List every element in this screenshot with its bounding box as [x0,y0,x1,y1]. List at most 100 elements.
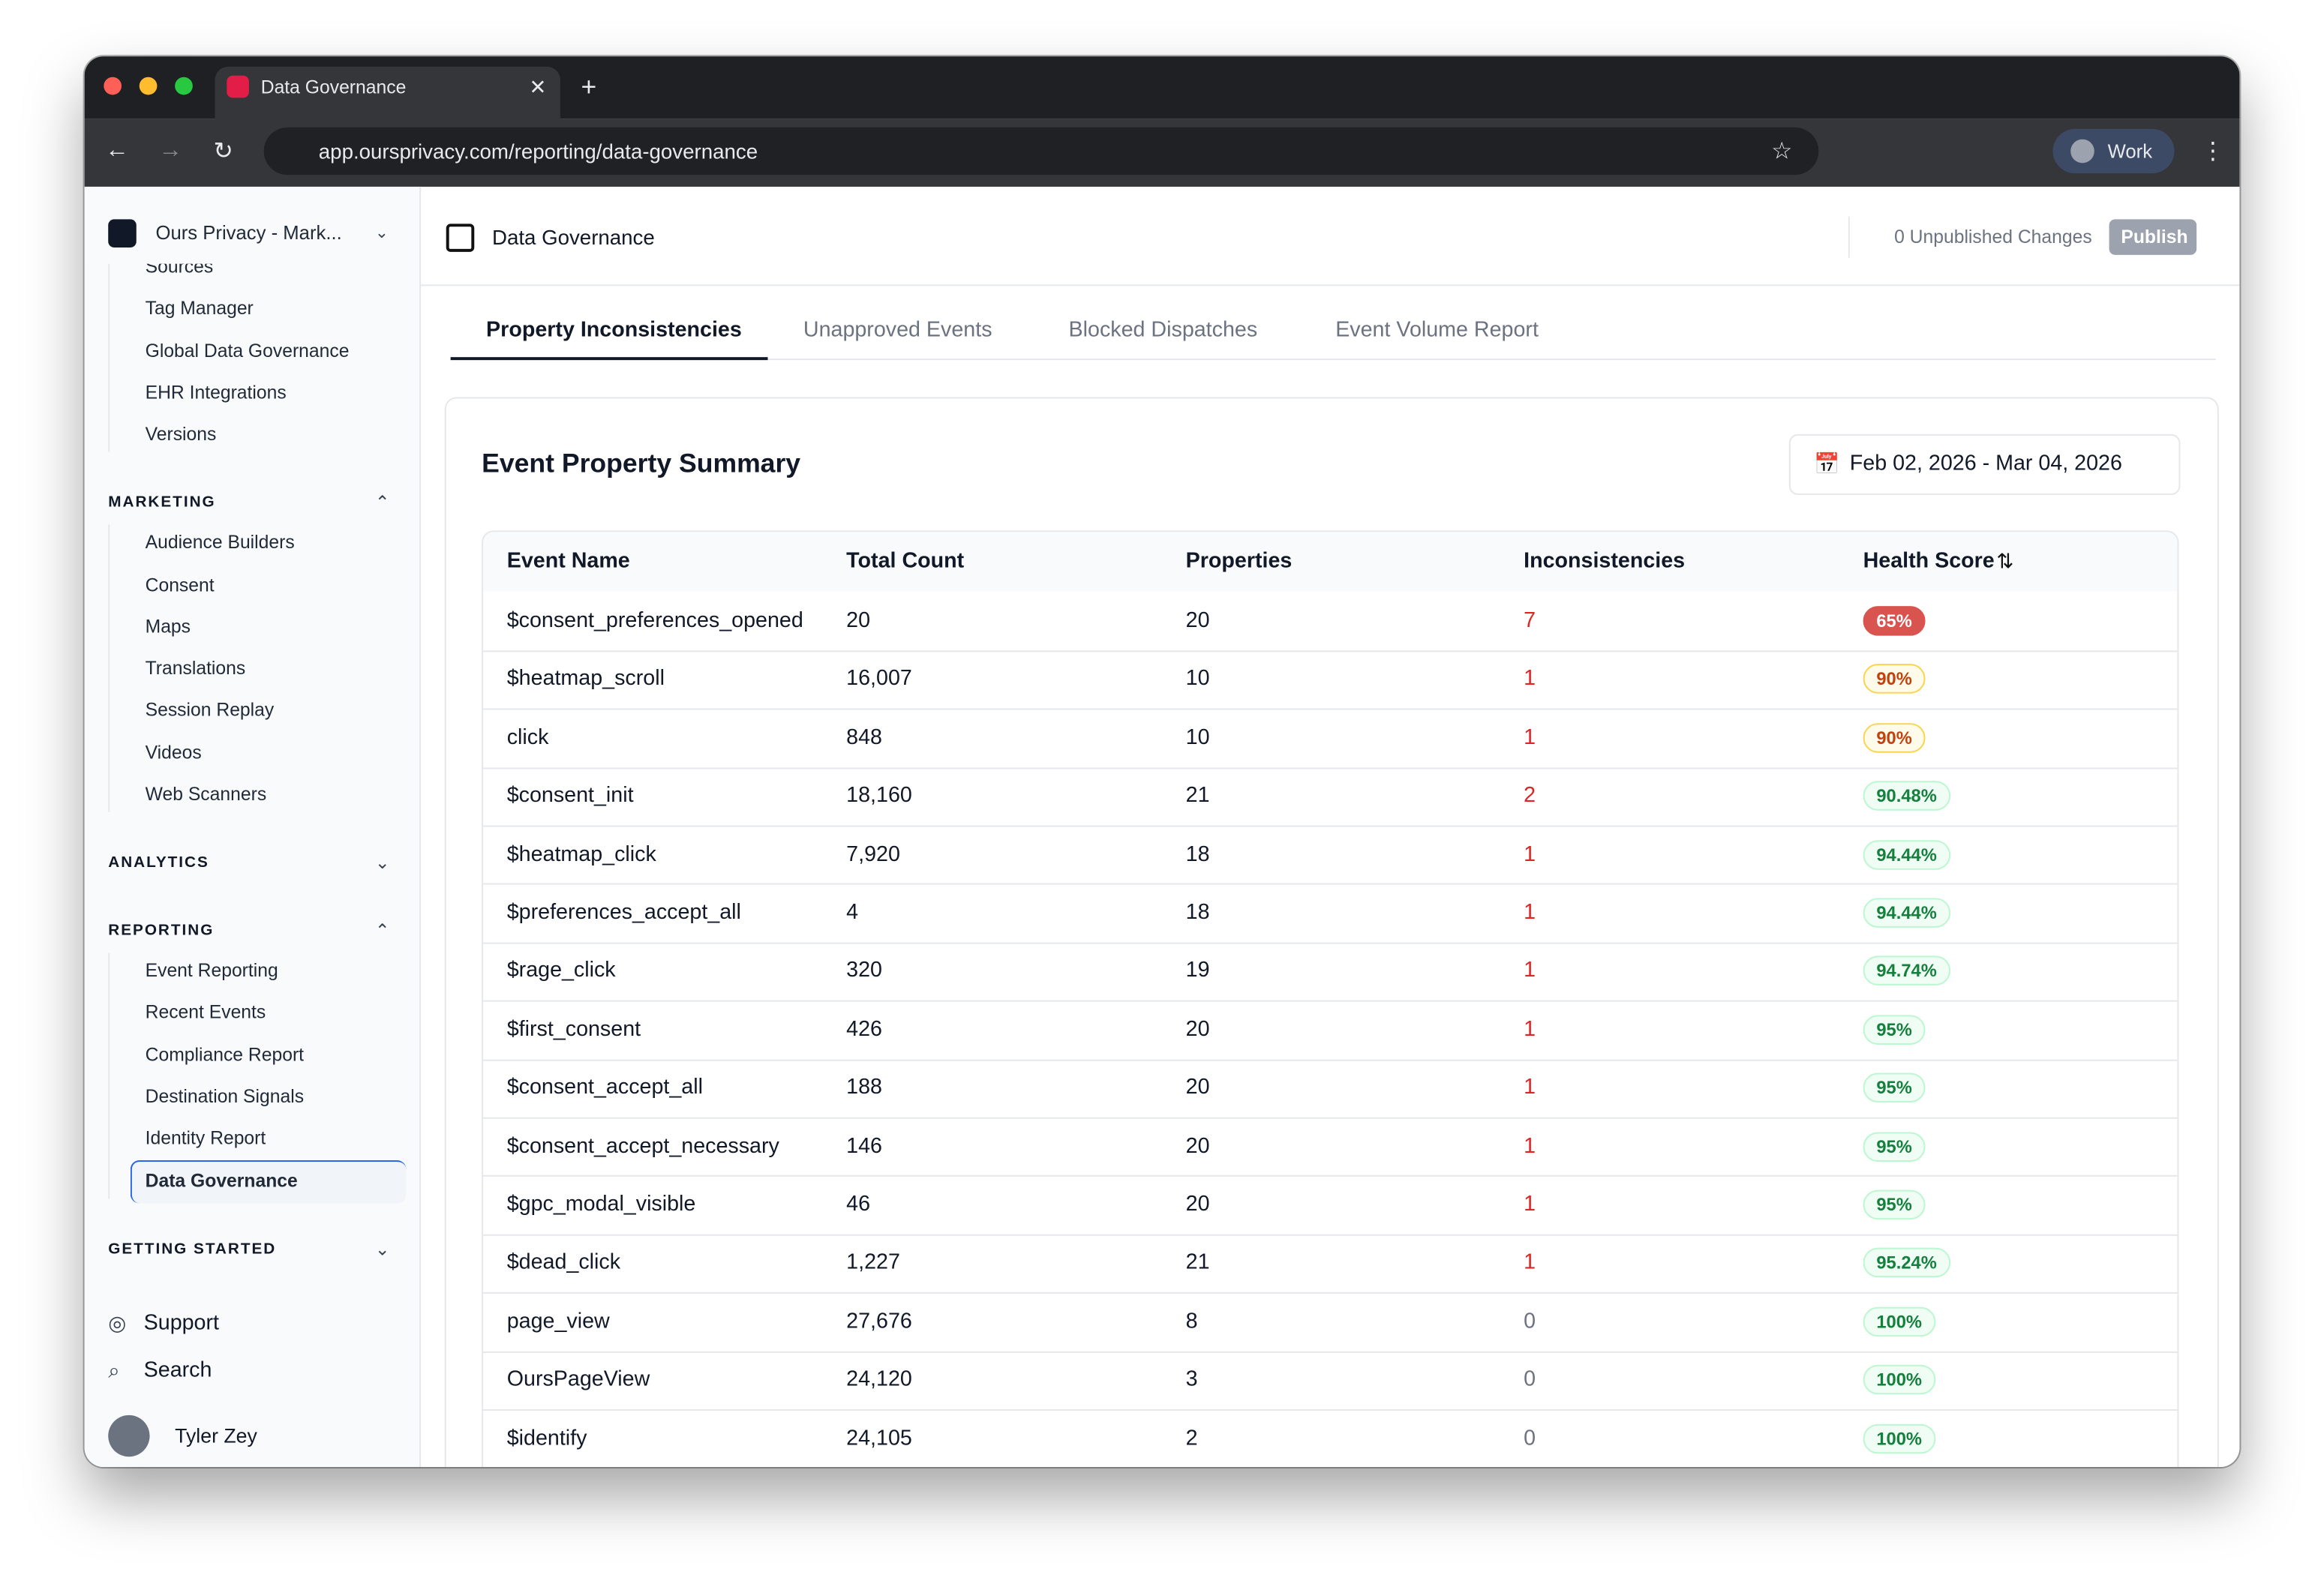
section-title[interactable]: ANALYTICS [108,854,209,872]
row-border [483,1117,2178,1119]
cell: 16,007 [846,667,912,692]
cell: click [506,725,549,750]
health-badge: 95% [1863,1190,1926,1220]
cell: 1,227 [846,1251,900,1275]
health-badge: 95% [1863,1015,1926,1045]
nav-item[interactable]: Destination Signals [145,1086,305,1107]
bookmark[interactable]: ☆ [1771,139,1793,165]
nav-rail [108,524,110,812]
nav-item[interactable]: Translations [145,658,246,680]
nav-item[interactable]: Tag Manager [145,298,254,320]
inconsistency-count: 1 [1524,1076,1536,1100]
menu[interactable]: ⋮ [2201,139,2225,165]
back[interactable]: ← [105,137,129,164]
cell: 20 [1185,1134,1210,1159]
footer-link[interactable]: Search [143,1358,212,1383]
row-border [483,1234,2178,1236]
sort-icon[interactable]: ⇅ [1996,549,2014,573]
new-tab[interactable]: + [581,71,597,102]
footer-link[interactable]: Support [143,1310,220,1335]
reload[interactable]: ↻ [213,139,234,165]
row-border [483,1000,2178,1002]
chevron[interactable]: ⌄ [374,224,389,243]
tab-title: Data Governance [260,76,407,98]
row-border [483,1058,2178,1060]
cell: 4 [846,901,859,925]
user-avatar [108,1414,150,1456]
column-header: Inconsistencies [1524,550,1686,574]
cell: 20 [1185,1076,1210,1100]
health-badge: 94.74% [1863,956,1950,986]
nav-item[interactable]: Audience Builders [145,532,295,554]
tab-close[interactable]: ✕ [529,74,547,99]
cell: 20 [1185,1192,1210,1217]
main: Data Governance 0 Unpublished Changes Pu… [421,187,2240,1468]
section-chevron[interactable]: ⌄ [374,1238,390,1259]
section-title[interactable]: MARKETING [108,494,216,512]
tabs-border [450,358,2216,361]
close-dot[interactable] [104,76,122,95]
cell: page_view [506,1310,610,1334]
row-border [483,825,2178,827]
section-chevron[interactable]: ⌃ [374,492,390,513]
tab[interactable]: Unapproved Events [803,318,992,343]
nav-item[interactable]: Web Scanners [145,784,267,805]
tab[interactable]: Blocked Dispatches [1068,318,1258,343]
address-bar[interactable] [263,127,1819,176]
tab[interactable]: Property Inconsistencies [486,318,742,343]
health-badge: 95.24% [1863,1248,1950,1278]
cell: $consent_init [506,784,634,808]
section-chevron[interactable]: ⌄ [374,852,390,873]
card-title: Event Property Summary [482,448,801,478]
tab[interactable] [215,66,560,121]
nav-item[interactable]: Maps [145,616,191,638]
inconsistency-count: 0 [1524,1368,1536,1392]
date-picker[interactable] [1788,434,2181,495]
column-header: Event Name [506,550,630,574]
section-chevron[interactable]: ⌃ [374,920,390,941]
tab[interactable]: Event Volume Report [1335,318,1539,343]
nav-item[interactable]: Compliance Report [145,1044,305,1065]
cell: 10 [1185,667,1210,692]
cell: 21 [1185,784,1210,808]
publish-button[interactable] [2109,219,2197,255]
nav-item[interactable]: Session Replay [145,700,275,722]
cell: 20 [846,609,871,633]
health-badge: 95% [1863,1131,1926,1162]
row-border [483,1350,2178,1352]
inconsistency-count: 1 [1524,1192,1536,1217]
nav-item[interactable]: Data Governance [145,1169,298,1191]
nav-item[interactable]: Consent [145,574,215,596]
inconsistency-count: 1 [1524,842,1536,867]
max-dot[interactable] [175,76,193,95]
nav-item[interactable]: Recent Events [145,1002,266,1023]
workspace-name[interactable]: Ours Privacy - Mark... [155,221,342,244]
calendar-icon: 📅 [1814,451,1840,476]
row-border [483,650,2178,652]
panel-toggle[interactable] [446,224,475,252]
nav-item[interactable]: Versions [145,424,217,446]
section-title[interactable]: GETTING STARTED [108,1239,277,1258]
user-name[interactable]: Tyler Zey [175,1424,257,1447]
favicon [227,75,249,98]
nav-item[interactable]: Event Reporting [145,960,278,981]
nav-item[interactable]: Global Data Governance [145,340,350,362]
footer-icon: ⌕ [108,1358,120,1382]
section-title[interactable]: REPORTING [108,921,215,940]
forward[interactable]: → [158,137,183,164]
inconsistency-count: 7 [1524,609,1536,633]
nav-item[interactable]: EHR Integrations [145,382,287,404]
health-badge: 90.48% [1863,781,1950,812]
row-border [483,941,2178,944]
cell: 146 [846,1134,883,1159]
min-dot[interactable] [139,76,158,95]
nav-item[interactable]: Identity Report [145,1127,266,1149]
cell: 3 [1185,1368,1198,1392]
column-header[interactable]: Health Score [1863,550,1995,574]
cell: 18 [1185,901,1210,925]
nav-item[interactable]: Videos [145,742,202,763]
cell: 7,920 [846,842,900,867]
cell: $consent_accept_all [506,1076,703,1100]
row-border [483,1408,2178,1411]
row-border [483,884,2178,886]
